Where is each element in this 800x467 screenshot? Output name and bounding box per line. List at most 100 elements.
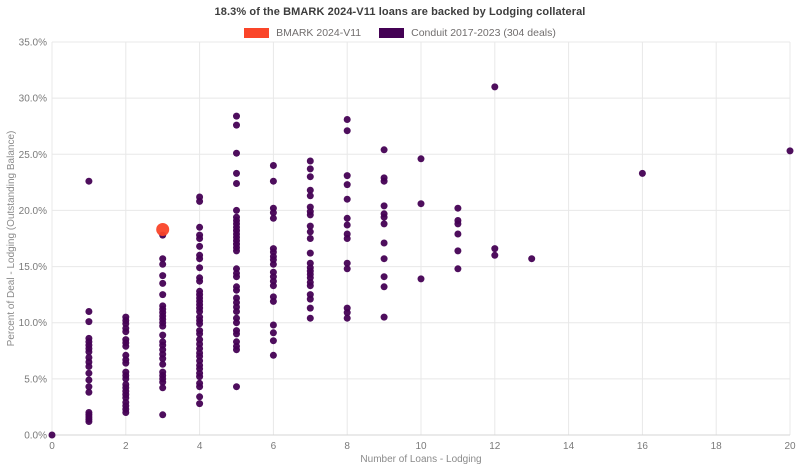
- chart-title: 18.3% of the BMARK 2024-V11 loans are ba…: [214, 6, 586, 18]
- x-tick-label: 8: [344, 441, 350, 452]
- conduit-data-point: [48, 431, 56, 439]
- x-tick-label: 12: [489, 441, 501, 452]
- conduit-data-point: [269, 321, 277, 329]
- conduit-data-point: [159, 378, 167, 386]
- y-tick-label: 10.0%: [19, 318, 47, 329]
- conduit-data-point: [122, 342, 130, 350]
- conduit-data-point: [159, 260, 167, 268]
- conduit-data-point: [343, 259, 351, 267]
- conduit-data-point: [491, 251, 499, 259]
- conduit-data-point: [233, 149, 240, 157]
- conduit-data-point: [233, 308, 240, 315]
- conduit-data-point: [196, 235, 204, 242]
- conduit-data-point: [233, 330, 240, 338]
- conduit-data-point: [159, 272, 167, 280]
- y-tick-label: 15.0%: [19, 262, 47, 273]
- conduit-data-point: [306, 314, 314, 322]
- conduit-data-point: [196, 264, 204, 272]
- conduit-data-point: [196, 223, 204, 231]
- conduit-data-point: [85, 363, 93, 370]
- y-axis-title: Percent of Deal - Lodging (Outstanding B…: [6, 131, 17, 347]
- conduit-data-point: [269, 177, 277, 185]
- conduit-data-point: [85, 383, 93, 391]
- conduit-data-point: [233, 273, 240, 281]
- y-tick-label: 30.0%: [19, 94, 47, 105]
- conduit-data-point: [306, 282, 314, 290]
- conduit-data-point: [269, 297, 277, 305]
- conduit-data-point: [233, 319, 240, 327]
- conduit-data-point: [233, 180, 240, 187]
- conduit-data-point: [196, 277, 204, 285]
- legend-item-bmark[interactable]: BMARK 2024-V11: [244, 27, 361, 39]
- y-tick-label: 35.0%: [19, 38, 47, 49]
- conduit-data-point: [306, 186, 314, 194]
- conduit-data-point: [269, 329, 277, 337]
- conduit-data-point: [233, 169, 240, 177]
- legend-label-conduit: Conduit 2017-2023 (304 deals): [411, 27, 556, 39]
- conduit-data-point: [233, 247, 240, 255]
- conduit-data-point: [786, 147, 794, 155]
- x-axis-title: Number of Loans - Lodging: [360, 454, 481, 465]
- conduit-data-point: [343, 195, 351, 203]
- y-tick-label: 5.0%: [24, 374, 47, 385]
- conduit-data-point: [528, 255, 536, 263]
- conduit-data-point: [269, 162, 277, 169]
- conduit-data-point: [343, 116, 351, 123]
- conduit-data-point: [343, 235, 351, 242]
- conduit-data-point: [233, 383, 240, 391]
- conduit-data-point: [454, 230, 462, 238]
- conduit-data-point: [343, 309, 351, 317]
- conduit-data-point: [85, 388, 93, 396]
- y-tick-label: 0.0%: [24, 431, 47, 442]
- conduit-data-point: [122, 409, 130, 416]
- conduit-data-point: [85, 308, 93, 315]
- x-tick-label: 0: [49, 441, 55, 452]
- conduit-data-point: [638, 169, 646, 177]
- conduit-data-point: [380, 202, 388, 210]
- conduit-data-point: [269, 209, 277, 217]
- conduit-data-point: [380, 239, 388, 247]
- x-tick-label: 18: [711, 441, 723, 452]
- x-tick-label: 4: [197, 441, 203, 452]
- conduit-data-point: [417, 155, 425, 163]
- bmark-swatch-icon: [244, 28, 270, 38]
- conduit-data-point: [380, 146, 388, 154]
- x-tick-label: 16: [637, 441, 649, 452]
- conduit-data-point: [85, 418, 93, 425]
- conduit-data-point: [196, 255, 204, 263]
- conduit-data-point: [306, 192, 314, 200]
- conduit-data-point: [343, 214, 351, 222]
- conduit-data-point: [122, 359, 130, 367]
- x-tick-label: 14: [563, 441, 575, 452]
- conduit-data-point: [122, 328, 130, 336]
- conduit-data-point: [306, 249, 314, 257]
- conduit-data-point: [491, 83, 499, 91]
- conduit-data-point: [306, 165, 314, 173]
- conduit-data-point: [159, 255, 167, 263]
- legend-item-conduit[interactable]: Conduit 2017-2023 (304 deals): [379, 27, 556, 39]
- conduit-data-point: [159, 384, 167, 392]
- conduit-data-point: [233, 206, 240, 214]
- conduit-data-point: [454, 247, 462, 255]
- legend: BMARK 2024-V11 Conduit 2017-2023 (304 de…: [0, 27, 800, 39]
- x-tick-label: 20: [784, 441, 796, 452]
- conduit-data-point: [233, 112, 240, 120]
- conduit-data-point: [306, 235, 314, 242]
- conduit-data-point: [159, 411, 167, 419]
- legend-label-bmark: BMARK 2024-V11: [276, 27, 362, 39]
- conduit-data-point: [196, 197, 204, 205]
- conduit-data-point: [196, 308, 204, 315]
- conduit-data-point: [343, 181, 351, 189]
- conduit-swatch-icon: [379, 28, 405, 38]
- conduit-data-point: [269, 282, 277, 290]
- conduit-data-point: [122, 375, 130, 383]
- conduit-data-point: [196, 383, 204, 391]
- conduit-data-point: [380, 220, 388, 228]
- conduit-data-point: [159, 360, 167, 368]
- conduit-data-point: [343, 265, 351, 273]
- conduit-data-point: [380, 255, 388, 263]
- y-tick-label: 25.0%: [19, 150, 47, 161]
- conduit-data-point: [343, 221, 351, 229]
